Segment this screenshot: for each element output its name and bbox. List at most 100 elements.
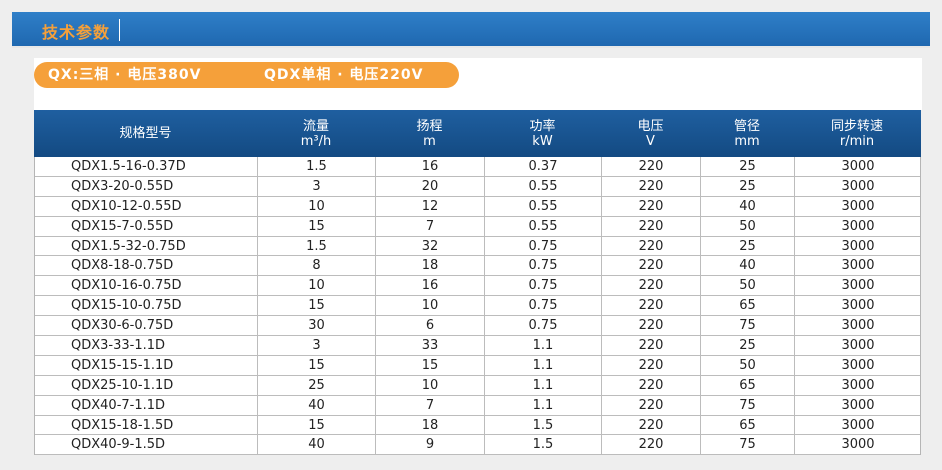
cell-voltage: 220 [602, 157, 701, 176]
header-power: 功率 kW [529, 118, 556, 149]
cell-flow: 1.5 [258, 236, 376, 256]
cell-speed: 3000 [841, 397, 875, 413]
header-speed: 同步转速 r/min [830, 118, 883, 149]
cell-model: QDX8-18-0.75D [35, 256, 258, 276]
cell-power: 1.1 [485, 375, 602, 395]
cell-model: QDX15-10-0.75D [35, 296, 258, 316]
cell-speed: 3000 [841, 318, 875, 334]
cell-head: 16 [376, 157, 485, 176]
cell-flow: 8 [258, 256, 376, 276]
cell-voltage: 220 [602, 355, 701, 375]
title-divider [119, 19, 120, 41]
cell-head: 9 [376, 435, 485, 455]
cell-voltage: 220 [602, 316, 701, 336]
table-row: QDX15-15-1.1D 15 15 1.1 220 50 3000 [35, 355, 920, 376]
cell-power: 0.55 [485, 196, 602, 216]
cell-flow: 40 [258, 435, 376, 455]
cell-voltage: 220 [602, 296, 701, 316]
header-model: 规格型号 [119, 126, 172, 141]
cell-power: 1.1 [485, 336, 602, 355]
cell-pipe: 75 [701, 316, 795, 336]
cell-flow: 10 [258, 276, 376, 296]
cell-voltage: 220 [602, 216, 701, 236]
cell-voltage: 220 [602, 176, 701, 196]
cell-power: 0.75 [485, 256, 602, 276]
cell-flow: 15 [258, 415, 376, 435]
cell-head: 20 [376, 176, 485, 196]
section-title: 技术参数 [42, 23, 111, 42]
cell-model: QDX40-7-1.1D [35, 395, 258, 415]
cell-pipe: 25 [701, 157, 795, 176]
cell-head: 15 [376, 355, 485, 375]
table-row: QDX30-6-0.75D 30 6 0.75 220 75 3000 [35, 316, 920, 337]
cell-voltage: 220 [602, 395, 701, 415]
cell-model: QDX3-20-0.55D [35, 176, 258, 196]
cell-speed: 3000 [841, 218, 875, 234]
cell-voltage: 220 [602, 196, 701, 216]
table-row: QDX1.5-32-0.75D 1.5 32 0.75 220 25 3000 [35, 236, 920, 257]
cell-speed: 3000 [841, 238, 875, 254]
cell-flow: 15 [258, 355, 376, 375]
cell-power: 0.75 [485, 236, 602, 256]
table-row: QDX15-18-1.5D 15 18 1.5 220 65 3000 [35, 415, 920, 436]
cell-speed: 3000 [841, 338, 875, 354]
cell-model: QDX15-15-1.1D [35, 355, 258, 375]
cell-model: QDX15-18-1.5D [35, 415, 258, 435]
cell-flow: 25 [258, 375, 376, 395]
cell-head: 18 [376, 415, 485, 435]
cell-voltage: 220 [602, 276, 701, 296]
cell-power: 0.75 [485, 276, 602, 296]
table-row: QDX3-33-1.1D 3 33 1.1 220 25 3000 [35, 336, 920, 356]
cell-flow: 3 [258, 336, 376, 355]
cell-head: 32 [376, 236, 485, 256]
cell-power: 0.37 [485, 157, 602, 176]
cell-pipe: 65 [701, 415, 795, 435]
cell-power: 1.1 [485, 395, 602, 415]
header-pipe: 管径 mm [733, 118, 760, 149]
cell-flow: 10 [258, 196, 376, 216]
cell-model: QDX10-12-0.55D [35, 196, 258, 216]
cell-speed: 3000 [841, 417, 875, 433]
cell-model: QDX15-7-0.55D [35, 216, 258, 236]
cell-speed: 3000 [841, 178, 875, 194]
cell-speed: 3000 [841, 258, 875, 274]
table-row: QDX3-20-0.55D 3 20 0.55 220 25 3000 [35, 176, 920, 197]
cell-pipe: 65 [701, 375, 795, 395]
cell-head: 33 [376, 336, 485, 355]
table-row: QDX1.5-16-0.37D 1.5 16 0.37 220 25 3000 [35, 157, 920, 177]
cell-model: QDX40-9-1.5D [35, 435, 258, 455]
cell-power: 0.55 [485, 216, 602, 236]
cell-head: 16 [376, 276, 485, 296]
table-body: QDX1.5-16-0.37D 1.5 16 0.37 220 25 3000 QDX3-20… [34, 157, 921, 456]
cell-voltage: 220 [602, 236, 701, 256]
cell-pipe: 25 [701, 176, 795, 196]
cell-speed: 3000 [841, 278, 875, 294]
cell-model: QDX1.5-16-0.37D [35, 157, 258, 176]
cell-head: 10 [376, 375, 485, 395]
cell-model: QDX10-16-0.75D [35, 276, 258, 296]
cell-speed: 3000 [841, 377, 875, 393]
cell-head: 7 [376, 395, 485, 415]
cell-pipe: 75 [701, 395, 795, 415]
cell-flow: 1.5 [258, 157, 376, 176]
cell-pipe: 50 [701, 276, 795, 296]
cell-voltage: 220 [602, 375, 701, 395]
cell-speed: 3000 [841, 298, 875, 314]
cell-pipe: 50 [701, 355, 795, 375]
cell-flow: 30 [258, 316, 376, 336]
cell-speed: 3000 [841, 198, 875, 214]
cell-flow: 3 [258, 176, 376, 196]
table-row: QDX40-7-1.1D 40 7 1.1 220 75 3000 [35, 395, 920, 416]
cell-power: 0.55 [485, 176, 602, 196]
table-row: QDX10-16-0.75D 10 16 0.75 220 50 3000 [35, 276, 920, 297]
cell-voltage: 220 [602, 336, 701, 355]
cell-flow: 15 [258, 296, 376, 316]
cell-pipe: 65 [701, 296, 795, 316]
cell-flow: 40 [258, 395, 376, 415]
voltage-panel: QX:三相 · 电压380V QDX单相 · 电压220V [34, 58, 922, 110]
cell-pipe: 40 [701, 196, 795, 216]
cell-flow: 15 [258, 216, 376, 236]
cell-pipe: 50 [701, 216, 795, 236]
cell-pipe: 25 [701, 336, 795, 355]
voltage-tag-qx: QX:三相 · 电压380V [48, 67, 202, 83]
